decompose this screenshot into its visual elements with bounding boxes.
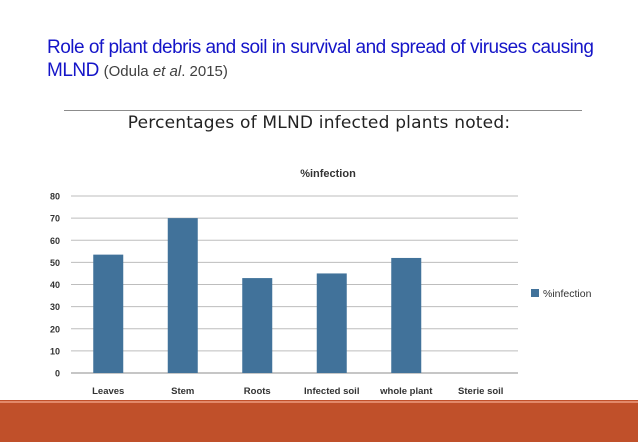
footer-accent-line: [0, 401, 638, 403]
y-tick-label: 50: [50, 258, 60, 268]
citation: (Odula et al. 2015): [104, 63, 228, 80]
legend-swatch: [531, 289, 539, 297]
bar-infected-soil: [316, 273, 347, 373]
citation-etal: et al: [152, 63, 182, 80]
citation-close: . 2015): [181, 63, 228, 80]
slide-title-text: Role of plant debris and soil in surviva…: [47, 37, 594, 81]
x-tick-label: Roots: [244, 386, 271, 397]
bar-leaves: [93, 254, 124, 373]
slide-title: Role of plant debris and soil in surviva…: [47, 36, 607, 83]
x-tick-label: Sterie soil: [458, 386, 503, 397]
bar-stem: [167, 218, 198, 373]
x-tick-label: whole plant: [379, 386, 433, 397]
y-tick-label: 60: [50, 236, 60, 246]
legend-label: %infection: [543, 288, 592, 300]
footer-bar: [0, 400, 638, 442]
y-tick-label: 20: [50, 324, 60, 334]
title-divider: [64, 110, 582, 111]
y-tick-label: 30: [50, 302, 60, 312]
y-tick-label: 0: [55, 369, 60, 379]
x-tick-label: Infected soil: [304, 386, 359, 397]
y-tick-label: 80: [50, 192, 60, 202]
x-tick-label: Stem: [171, 386, 194, 397]
citation-open: (Odula: [103, 63, 153, 80]
y-tick-label: 40: [50, 280, 60, 290]
chart-title: %infection: [300, 168, 356, 180]
bar-whole-plant: [391, 257, 422, 373]
bar-chart: %infection 0 10 20 30 40 50 60 70 80 Leaves Stem Roo…: [50, 168, 592, 397]
slide-subtitle: Percentages of MLND infected plants note…: [127, 113, 511, 133]
y-tick-label: 10: [50, 346, 60, 356]
y-tick-label: 70: [50, 214, 60, 224]
x-tick-label: Leaves: [92, 386, 124, 397]
bar-roots: [242, 278, 273, 373]
